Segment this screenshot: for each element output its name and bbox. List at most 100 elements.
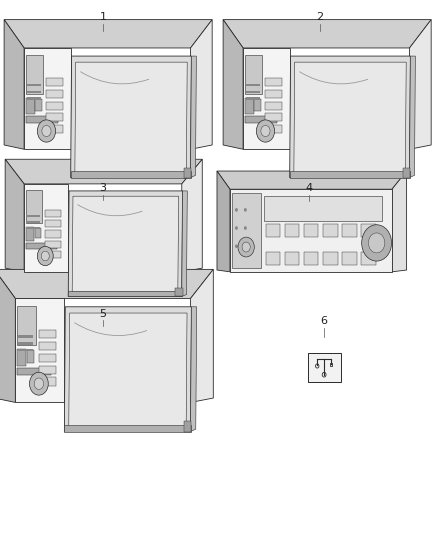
Polygon shape	[0, 269, 213, 298]
Polygon shape	[182, 159, 202, 272]
Polygon shape	[230, 189, 392, 272]
Bar	[254, 99, 261, 111]
Circle shape	[368, 233, 385, 253]
Bar	[184, 421, 191, 432]
Bar	[285, 224, 299, 237]
Bar	[176, 288, 183, 296]
Bar	[46, 125, 63, 133]
Polygon shape	[68, 191, 183, 296]
Polygon shape	[4, 20, 24, 149]
Bar	[361, 224, 376, 237]
Polygon shape	[75, 62, 187, 173]
Bar	[45, 210, 61, 217]
Bar	[27, 84, 41, 86]
Bar	[27, 91, 41, 93]
Polygon shape	[182, 191, 187, 296]
Circle shape	[256, 120, 275, 142]
Bar	[245, 116, 277, 123]
Bar	[304, 252, 318, 265]
Bar	[246, 97, 260, 100]
Circle shape	[244, 245, 247, 248]
Bar	[342, 224, 357, 237]
Bar	[323, 252, 338, 265]
Bar	[323, 224, 338, 237]
Text: 6: 6	[321, 316, 328, 326]
Bar	[265, 252, 280, 265]
Bar	[46, 114, 63, 122]
Bar	[265, 125, 282, 133]
Polygon shape	[69, 313, 187, 426]
Polygon shape	[72, 196, 179, 292]
Bar	[245, 55, 262, 94]
Bar	[403, 168, 410, 177]
Bar	[285, 252, 299, 265]
Polygon shape	[64, 307, 191, 432]
Polygon shape	[243, 48, 290, 149]
Bar	[18, 349, 33, 351]
Bar	[26, 221, 40, 223]
Bar	[26, 215, 40, 217]
Text: 1: 1	[99, 12, 106, 22]
Circle shape	[235, 245, 238, 248]
Polygon shape	[191, 269, 213, 402]
Bar	[342, 252, 357, 265]
Polygon shape	[191, 307, 197, 432]
Bar	[265, 102, 282, 110]
Bar	[26, 98, 35, 114]
Bar	[35, 228, 41, 238]
Polygon shape	[217, 171, 406, 189]
Circle shape	[37, 246, 53, 265]
Polygon shape	[24, 48, 71, 149]
Bar	[39, 366, 56, 374]
Bar	[39, 342, 56, 350]
Polygon shape	[191, 20, 212, 149]
Bar	[27, 351, 34, 363]
Bar	[46, 78, 63, 86]
Bar	[39, 377, 56, 386]
Bar	[264, 196, 382, 221]
Polygon shape	[191, 56, 196, 177]
Polygon shape	[410, 56, 415, 177]
Polygon shape	[290, 56, 410, 177]
Text: 2: 2	[316, 12, 323, 22]
Bar	[184, 168, 191, 177]
Polygon shape	[223, 20, 243, 149]
Bar	[17, 368, 51, 375]
Bar	[26, 243, 57, 249]
Bar	[245, 98, 254, 114]
Polygon shape	[24, 184, 68, 272]
Text: 5: 5	[99, 309, 106, 319]
Circle shape	[242, 242, 250, 252]
Bar	[304, 224, 318, 237]
Polygon shape	[0, 269, 15, 402]
Polygon shape	[4, 20, 212, 48]
Bar	[17, 306, 36, 345]
Bar	[18, 335, 33, 338]
Circle shape	[37, 120, 56, 142]
Bar	[246, 91, 260, 93]
Bar	[45, 251, 61, 258]
Bar	[265, 224, 280, 237]
Bar	[246, 84, 260, 86]
Circle shape	[362, 225, 392, 261]
Bar	[45, 240, 61, 248]
Circle shape	[29, 372, 48, 395]
Bar	[45, 230, 61, 238]
Polygon shape	[223, 20, 431, 48]
Bar	[329, 362, 332, 366]
Bar	[307, 353, 340, 383]
Circle shape	[244, 208, 247, 212]
Bar	[265, 114, 282, 122]
Circle shape	[41, 251, 49, 261]
Bar	[39, 329, 56, 338]
Circle shape	[238, 237, 254, 257]
Polygon shape	[410, 20, 431, 149]
Bar	[26, 227, 40, 229]
Bar	[39, 353, 56, 362]
Bar	[46, 102, 63, 110]
Text: 3: 3	[99, 183, 106, 193]
Polygon shape	[294, 62, 406, 173]
Polygon shape	[71, 56, 191, 177]
Polygon shape	[5, 159, 24, 272]
Bar	[361, 252, 376, 265]
